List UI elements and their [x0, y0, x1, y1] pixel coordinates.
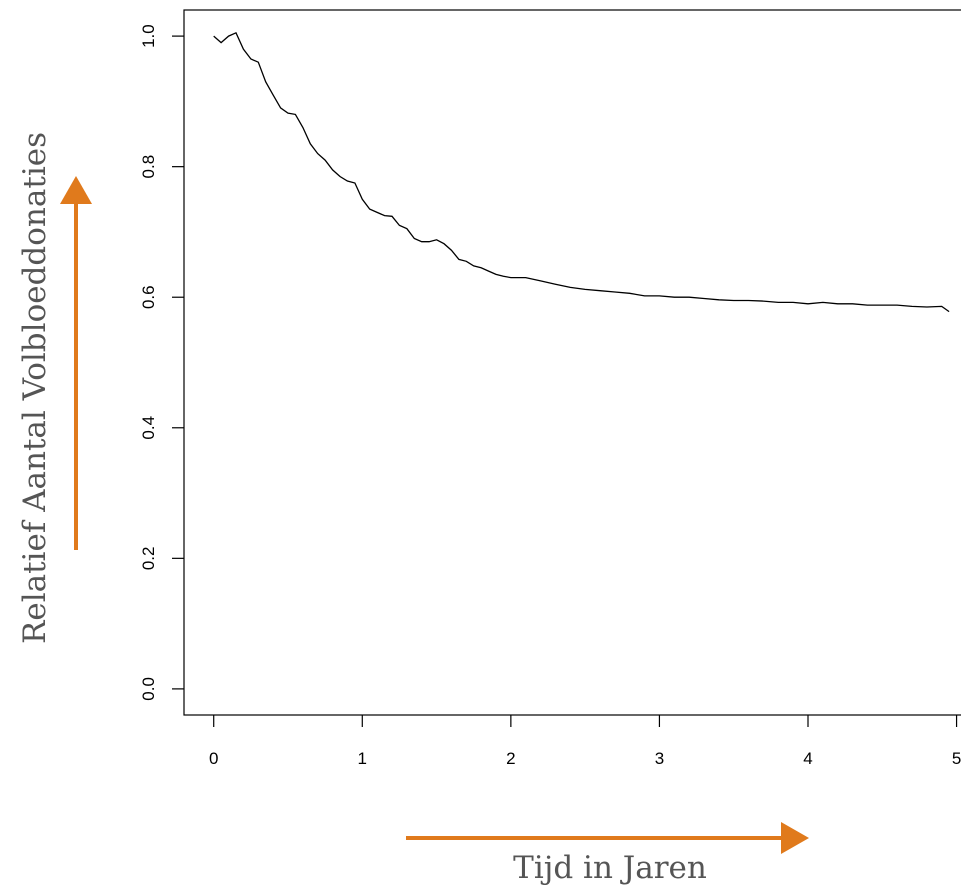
y-tick-label: 0.4	[139, 416, 158, 440]
y-tick-label: 0.8	[139, 155, 158, 179]
x-tick-label: 2	[506, 749, 515, 768]
series-line	[213, 31, 950, 313]
x-axis-ticks: 0 1 2 3 4 5	[209, 715, 961, 768]
x-tick-label: 1	[358, 749, 367, 768]
x-tick-label: 4	[803, 749, 812, 768]
y-axis-ticks: 0.0 0.2 0.4 0.6 0.8 1.0	[139, 24, 184, 701]
y-axis-title: Relatief Aantal Volbloeddonaties	[17, 132, 53, 644]
y-tick-label: 0.6	[139, 285, 158, 309]
x-axis-title: Tijd in Jaren	[513, 850, 707, 886]
x-tick-label: 3	[655, 749, 664, 768]
plot-frame	[183, 9, 961, 716]
x-tick-label: 0	[209, 749, 218, 768]
y-tick-label: 0.0	[139, 677, 158, 701]
x-tick-label: 5	[952, 749, 961, 768]
y-tick-label: 1.0	[139, 24, 158, 48]
y-tick-label: 0.2	[139, 547, 158, 571]
